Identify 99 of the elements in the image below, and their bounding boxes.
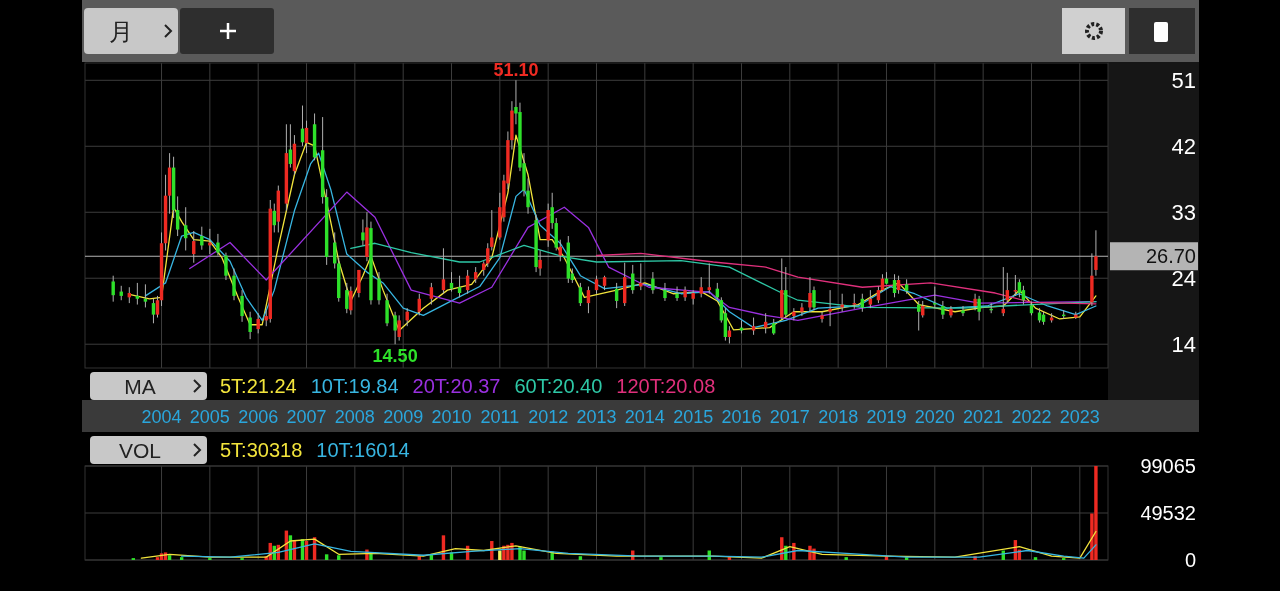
candlestick (256, 312, 260, 334)
text: 10T:16014 (316, 439, 410, 461)
candlestick (349, 286, 353, 316)
y-tick-label: 33 (1171, 200, 1196, 226)
bar (808, 545, 812, 560)
annotation: 51.10 (493, 60, 539, 81)
bar (1094, 466, 1098, 560)
y-tick-label: 99065 (1140, 455, 1196, 478)
candlestick (361, 218, 365, 246)
candlestick (973, 293, 977, 311)
candlestick (792, 307, 796, 321)
x-tick-label: 2006 (238, 407, 279, 427)
candlestick (820, 311, 824, 324)
x-tick-label: 2020 (914, 407, 955, 427)
x-tick-label: 2013 (576, 407, 617, 427)
candlestick (961, 305, 965, 317)
candlestick (151, 298, 156, 324)
x-tick-label: 2004 (141, 407, 182, 427)
x-tick-label: 2023 (1059, 407, 1100, 427)
y-tick-label: 49532 (1140, 502, 1196, 525)
candlestick (663, 282, 667, 302)
x-tick-label: 2022 (1011, 407, 1052, 427)
y-tick-label: 24 (1171, 266, 1196, 292)
candlestick (143, 283, 148, 308)
candlestick (868, 289, 873, 309)
x-tick-label: 2005 (189, 407, 230, 427)
bar (578, 556, 583, 560)
bar (337, 555, 341, 560)
bar (155, 557, 160, 560)
candlestick (232, 268, 236, 301)
candlestick (240, 289, 244, 323)
text: 10T:19.84 (310, 375, 399, 397)
y-tick-label: 14 (1171, 332, 1196, 358)
y-tick-label: 51 (1171, 68, 1196, 94)
candlestick (651, 271, 655, 295)
candlestick (377, 271, 381, 306)
x-tick-label: 2008 (334, 407, 375, 427)
candlestick (933, 286, 937, 309)
line-series (181, 543, 1097, 559)
text: 60T:20.40 (514, 375, 603, 397)
candlestick (707, 262, 711, 295)
candlestick (977, 295, 981, 321)
ref-line-label: 26.70 (1145, 245, 1196, 268)
candlestick (135, 282, 140, 306)
candlestick (385, 293, 389, 327)
text: 5T:21.24 (220, 375, 297, 397)
bar (324, 554, 329, 560)
candlestick (699, 276, 703, 298)
x-tick-label: 2016 (721, 407, 762, 427)
legend-title: VOL (118, 439, 162, 462)
x-tick-label: 2018 (818, 407, 859, 427)
candlestick (808, 276, 812, 313)
candlestick (357, 269, 361, 298)
candlestick (449, 271, 454, 293)
x-tick-label: 2019 (866, 407, 907, 427)
bar (844, 557, 848, 560)
candlestick (683, 286, 687, 302)
x-tick-label: 2010 (431, 407, 472, 427)
candlestick (1013, 274, 1018, 297)
candlestick (397, 314, 401, 342)
line-series (595, 252, 1097, 305)
candlestick (949, 305, 953, 319)
candlestick (675, 286, 679, 302)
x-tick-label: 2017 (769, 407, 810, 427)
bar (179, 557, 184, 560)
bar (522, 550, 526, 560)
candlestick (828, 289, 832, 327)
candlestick (490, 209, 494, 251)
candlestick (763, 312, 768, 334)
bar (659, 557, 663, 560)
candlestick (429, 282, 434, 306)
x-tick-label: 2021 (963, 407, 1004, 427)
text: 20T:20.37 (412, 375, 501, 397)
x-tick-label: 2007 (286, 407, 327, 427)
candlestick (175, 195, 180, 237)
candlestick (155, 295, 160, 319)
annotation: 14.50 (372, 346, 418, 367)
text: 120T:20.08 (616, 375, 716, 397)
candlestick (941, 300, 945, 320)
candlestick (393, 311, 397, 345)
legend-title: MA (124, 375, 156, 398)
x-tick-label: 2009 (383, 407, 424, 427)
candlestick (639, 262, 643, 291)
bar (1033, 557, 1038, 560)
candlestick (457, 275, 462, 298)
bar (167, 555, 172, 560)
candlestick (111, 275, 115, 303)
chart-title: 月 (109, 18, 133, 45)
y-tick-label: 42 (1171, 134, 1196, 160)
y-tick-label: 0 (1184, 549, 1196, 572)
candlestick (800, 302, 804, 317)
candlestick (248, 311, 252, 340)
bar (518, 546, 522, 560)
x-tick-label: 2014 (624, 407, 665, 427)
x-tick-label: 2015 (673, 407, 714, 427)
x-tick-label: 2012 (528, 407, 569, 427)
bar (498, 550, 502, 560)
x-tick-label: 2011 (480, 407, 520, 427)
text: 5T:30318 (220, 439, 303, 461)
